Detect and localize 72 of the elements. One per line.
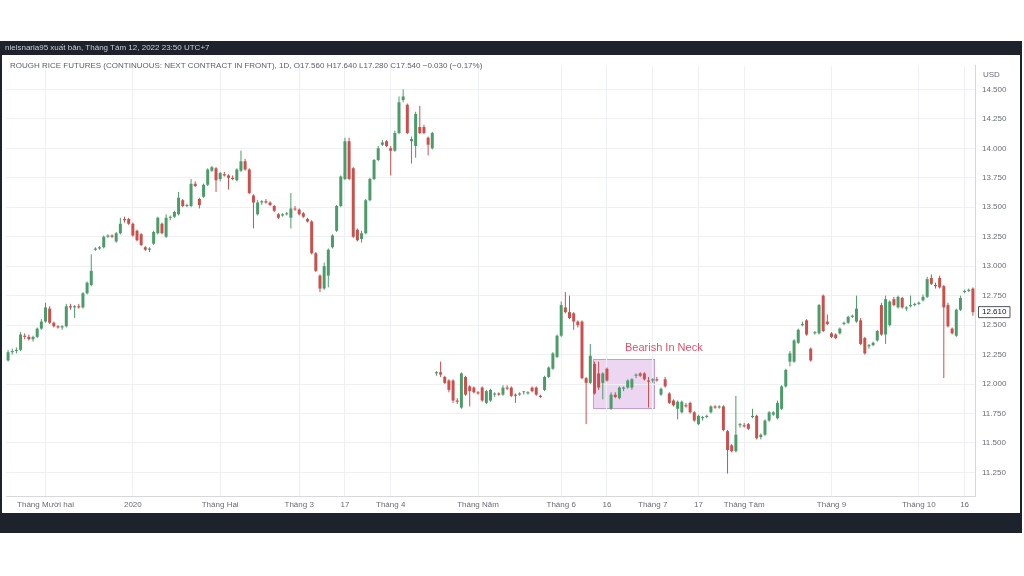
candlestick: [721, 404, 725, 432]
x-tick-label: Tháng Năm: [457, 500, 500, 509]
y-tick-label: 11.500: [982, 438, 1007, 448]
x-tick-label: Tháng Hai: [201, 500, 239, 509]
y-tick-label: 12.250: [982, 349, 1008, 359]
candlestick: [251, 193, 255, 229]
candlestick: [555, 334, 559, 359]
candlestick: [755, 414, 759, 440]
candlestick: [44, 302, 48, 324]
candlestick: [426, 136, 430, 156]
x-tick-label: 17: [693, 500, 704, 509]
x-tick-label: Tháng 7: [638, 500, 668, 509]
candlestick: [854, 295, 858, 324]
x-tick-label: Tháng 10: [901, 500, 937, 509]
y-tick-label: 13.500: [982, 202, 1008, 212]
candlestick: [584, 376, 588, 425]
candlestick: [177, 191, 181, 216]
candlestick: [314, 251, 318, 273]
candlestick: [451, 378, 455, 404]
candlestick: [264, 198, 268, 205]
y-tick-label: 14.000: [982, 143, 1008, 153]
candlestick: [734, 395, 738, 453]
y-tick-label: 14.500: [982, 84, 1008, 94]
x-tick-label: Tháng 6: [546, 500, 577, 509]
candlestick: [464, 375, 468, 397]
candlestick: [164, 213, 168, 239]
x-tick-label: Tháng 3: [284, 500, 315, 509]
y-tick-label: 12.500: [982, 320, 1008, 330]
annotation: Bearish In Neck: [625, 341, 703, 354]
candlestick: [289, 192, 293, 229]
candlestick: [389, 145, 393, 176]
chart-title: ROUGH RICE FUTURES (CONTINUOUS: NEXT CONTRACT IN FRONT), 1D, O17.560 H17.640 L17.280 C17.540 −0.030 (−0.17%): [10, 61, 483, 71]
candlestick: [393, 130, 397, 153]
chart-subtitle: nielsnaria95 xuất bản, Tháng Tám 12, 2022 23:50 UTC+7: [5, 43, 210, 53]
candlestick: [368, 177, 372, 202]
y-tick-label: 14.250: [982, 114, 1008, 124]
x-tick-label: 16: [960, 500, 970, 509]
x-tick-label: Tháng 4: [376, 500, 406, 509]
candlestick: [676, 400, 680, 420]
candlestick: [418, 105, 422, 135]
y-tick-label: 13.250: [982, 231, 1008, 241]
candlestick: [925, 276, 929, 299]
candlestick: [189, 178, 193, 208]
x-tick-label: Tháng Mười hai: [17, 500, 75, 509]
candlestick: [601, 371, 605, 400]
candlestick: [971, 286, 975, 317]
candlestick: [647, 376, 651, 409]
y-tick-label: 12.000: [982, 379, 1008, 389]
x-tick-label: Tháng 9: [816, 500, 847, 509]
y-axis-title: USD: [983, 70, 1001, 79]
candlestick: [784, 368, 788, 389]
candlestick: [568, 295, 572, 320]
candlestick: [247, 167, 251, 195]
y-tick-label: 13.000: [982, 261, 1008, 271]
candlestick: [293, 205, 297, 212]
candlestick: [726, 429, 730, 475]
candlestick: [597, 361, 601, 391]
candlestick: [563, 291, 567, 314]
text: 12.610: [982, 307, 1008, 317]
y-tick-label: 13.750: [982, 172, 1008, 182]
candlestick: [214, 166, 218, 193]
y-tick-label: 11.750: [982, 408, 1007, 418]
x-tick-label: Tháng Tám: [723, 500, 765, 509]
y-tick-label: 11.250: [982, 467, 1007, 477]
x-tick-label: 16: [602, 500, 612, 509]
candlestick: [19, 331, 23, 352]
y-tick-label: 12.750: [982, 290, 1008, 300]
candlestick: [713, 404, 717, 410]
x-tick-label: 17: [340, 500, 350, 509]
x-tick-label: 2020: [123, 500, 143, 509]
candlestick: [372, 158, 376, 181]
candlestick: [64, 303, 68, 328]
